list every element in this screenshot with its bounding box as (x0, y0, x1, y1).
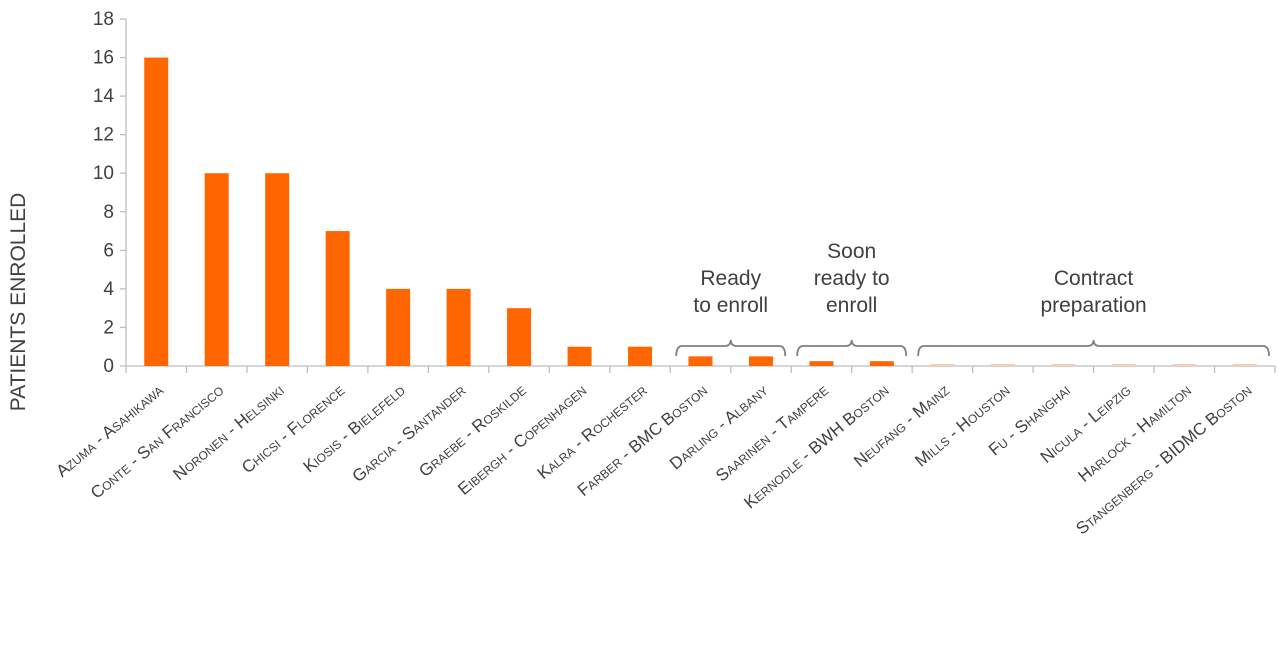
group-brackets: Ready to enroll Soon ready to enroll Contract… (675, 240, 1270, 357)
x-tick-label: Chicsi - Florence (238, 381, 348, 478)
bar (688, 356, 713, 366)
y-tick-label: 8 (103, 202, 114, 223)
group-label: Soon (827, 240, 876, 263)
y-tick-label: 4 (103, 279, 114, 300)
y-tick-label: 18 (93, 9, 114, 30)
x-tick-label: Azuma - Asahikawa (52, 381, 166, 481)
group-label: Contract (1054, 267, 1134, 290)
y-tick-label: 6 (103, 240, 114, 261)
group-bracket (917, 339, 1270, 357)
y-tick-label: 14 (93, 86, 115, 107)
x-tick-label: Saarinen - Tampere (712, 381, 832, 486)
bar (1111, 364, 1136, 366)
bar (628, 346, 653, 366)
bar (507, 308, 532, 366)
bar (930, 364, 955, 366)
bar (446, 288, 471, 366)
axes: 0 2 4 6 8 10 12 14 16 18 (93, 9, 1276, 377)
bar (325, 231, 350, 366)
x-tick-label: Garcia - Santander (349, 380, 470, 486)
bar (869, 361, 894, 366)
bar (1172, 364, 1197, 366)
x-tick-label: Kalra - Rochester (534, 380, 651, 483)
group-label: preparation (1040, 294, 1146, 317)
bar (567, 346, 592, 366)
x-tick-label: Noronen - Helsinki (170, 381, 288, 484)
bar (144, 57, 169, 367)
group-bracket (675, 339, 787, 357)
bar (1232, 364, 1257, 366)
y-axis-title-group: PATIENTS ENROLLED (7, 193, 30, 412)
y-tick-label: 16 (93, 48, 114, 69)
bars (144, 57, 1257, 367)
x-tick-label: Kiosis - Bielefeld (300, 380, 409, 476)
group-label: Ready (700, 267, 761, 290)
y-tick-label: 10 (93, 163, 114, 184)
group-label: to enroll (693, 294, 768, 317)
bar (386, 288, 411, 366)
bar (265, 173, 290, 366)
group-label: ready to (814, 267, 890, 290)
bar (1051, 364, 1076, 366)
y-axis-title: PATIENTS ENROLLED (7, 193, 30, 412)
group-bracket (796, 339, 908, 357)
x-tick-label: Harlock - Hamilton (1074, 381, 1194, 486)
y-tick-label: 0 (103, 356, 114, 377)
y-tick-label: 12 (93, 125, 114, 146)
bar (990, 364, 1015, 366)
y-tick-label: 2 (103, 317, 114, 338)
bar (204, 173, 229, 366)
bar (809, 361, 834, 366)
group-label: enroll (826, 294, 877, 317)
bar (748, 356, 773, 366)
x-tick-label: Graebe - Roskilde (415, 381, 529, 481)
